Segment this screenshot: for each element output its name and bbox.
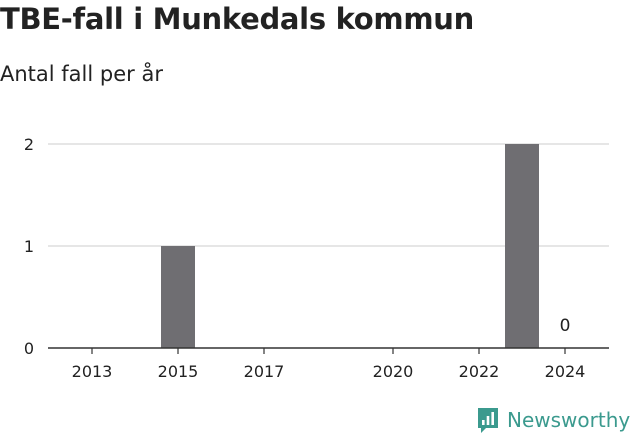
x-tick-label-2013: 2013: [72, 362, 113, 381]
x-tick-label-2017: 2017: [244, 362, 285, 381]
bar-2015: [161, 246, 195, 348]
x-tick-label-2015: 2015: [158, 362, 199, 381]
bar-2023: [505, 144, 539, 348]
chart-subtitle: Antal fall per år: [0, 62, 163, 86]
newsworthy-brand: Newsworthy: [476, 406, 630, 434]
y-tick-label-1: 1: [24, 237, 34, 256]
x-tick-label-2022: 2022: [459, 362, 500, 381]
chart-title: TBE-fall i Munkedals kommun: [0, 2, 474, 36]
y-tick-label-0: 0: [24, 339, 34, 358]
y-tick-label-2: 2: [24, 135, 34, 154]
newsworthy-logo-icon: [478, 408, 498, 433]
brand-name: Newsworthy: [507, 408, 631, 432]
x-tick-label-2020: 2020: [373, 362, 414, 381]
x-tick-label-2024: 2024: [545, 362, 586, 381]
data-label-2024: 0: [560, 316, 571, 336]
